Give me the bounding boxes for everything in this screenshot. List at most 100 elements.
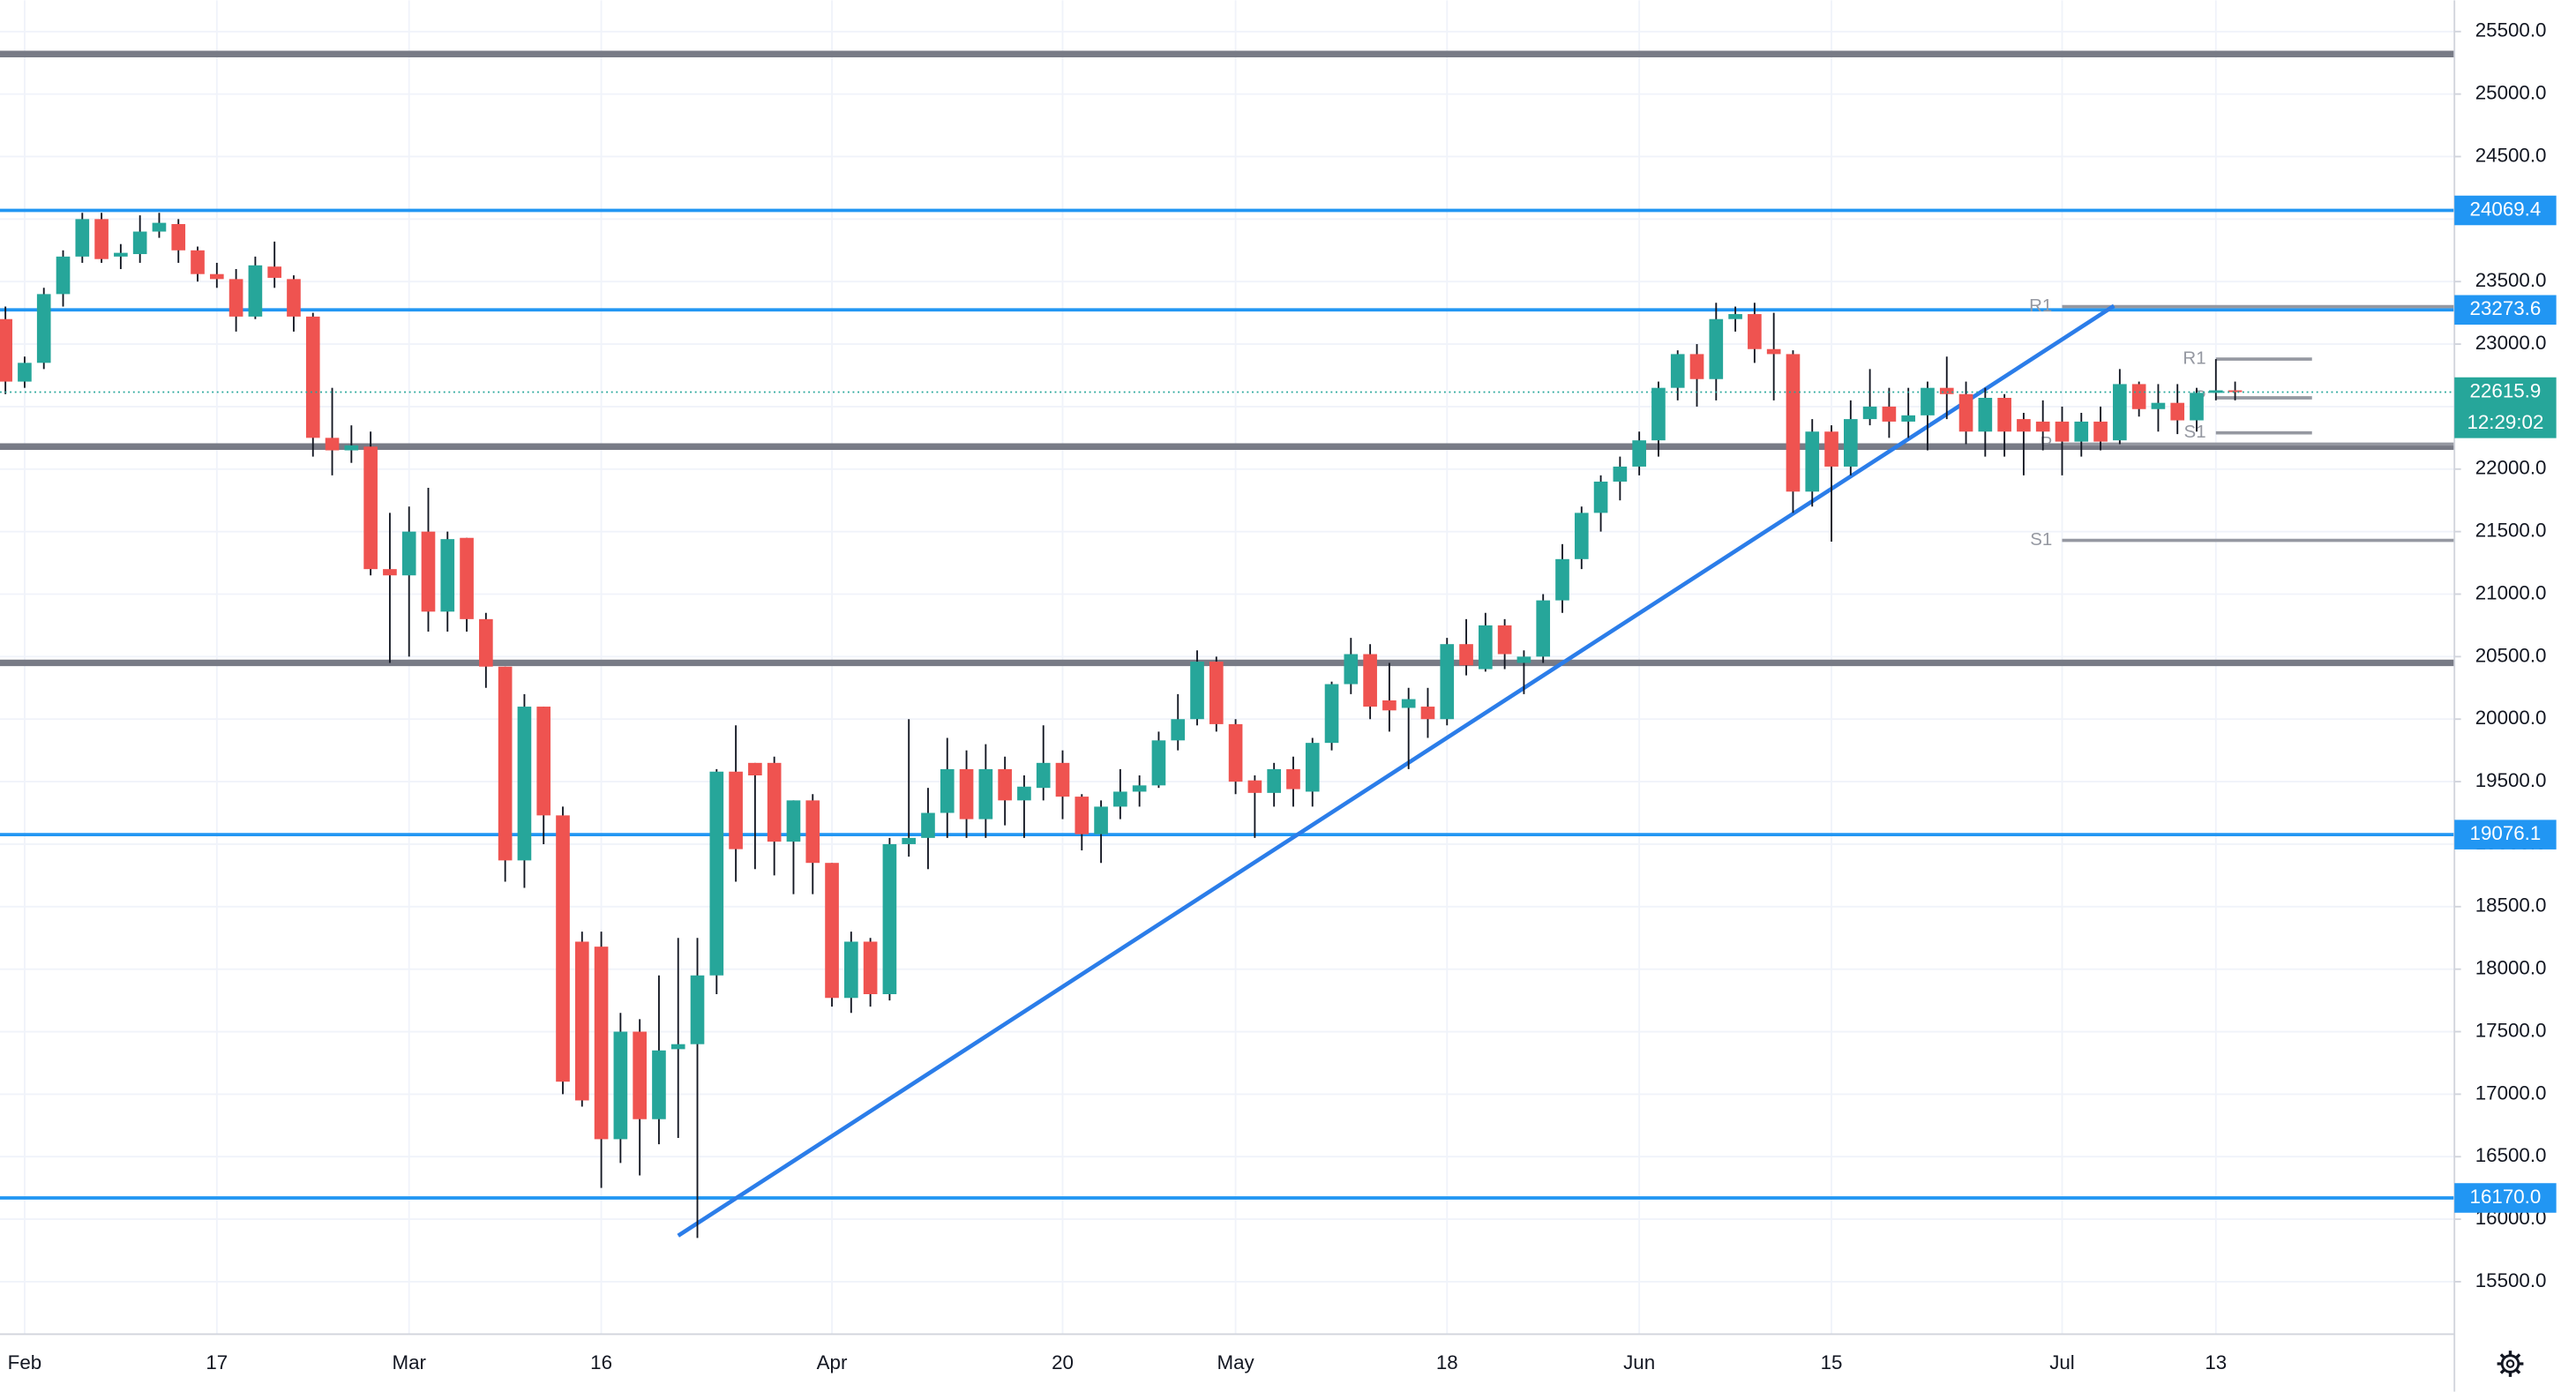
candle-body	[18, 363, 32, 382]
candle-body	[1997, 398, 2011, 432]
pivot-label: R1	[2029, 296, 2052, 316]
candle-body	[421, 531, 436, 612]
y-tick-label: 25500.0	[2475, 19, 2547, 41]
candle-body	[1632, 440, 1646, 467]
candle-body	[75, 219, 90, 257]
level-price-label: 16170.0	[2470, 1186, 2542, 1208]
candle-body	[383, 569, 397, 576]
level-price-box	[2454, 195, 2557, 226]
x-tick-label: 20	[1052, 1351, 1074, 1373]
candle-body	[1613, 466, 1628, 482]
candle-body	[114, 252, 128, 257]
candle-body	[1151, 740, 1166, 786]
candle-body	[594, 947, 609, 1140]
candle-body	[1094, 806, 1108, 834]
candle-body	[1593, 481, 1608, 513]
candle-body	[1555, 558, 1569, 601]
candle-body	[1786, 354, 1801, 492]
candle-body	[460, 537, 474, 619]
candle-body	[1536, 600, 1551, 657]
candle-body	[2074, 421, 2089, 442]
y-tick-label: 17000.0	[2475, 1081, 2547, 1104]
y-tick-label: 21500.0	[2475, 520, 2547, 542]
y-tick-label: 20000.0	[2475, 707, 2547, 729]
x-tick-label: 16	[590, 1351, 612, 1373]
pivot-label: R1	[2183, 348, 2205, 368]
y-tick-label: 20500.0	[2475, 644, 2547, 666]
pivot-label: S1	[2030, 529, 2052, 550]
candle-body	[1286, 768, 1300, 790]
candle-body	[1401, 699, 1416, 708]
candle-body	[401, 531, 416, 576]
candle-body	[709, 771, 724, 976]
candle-body	[1901, 415, 1916, 422]
y-tick-label: 17500.0	[2475, 1019, 2547, 1041]
candle-body	[248, 265, 263, 317]
candle-body	[1228, 723, 1243, 782]
candle-body	[228, 279, 243, 317]
candle-body	[1017, 786, 1031, 801]
candle-body	[325, 438, 340, 451]
candle-body	[825, 863, 839, 999]
last-price-label: 22615.9	[2470, 379, 2542, 401]
candle-body	[652, 1050, 666, 1119]
candle-body	[171, 224, 186, 251]
plot-area: R1PS1R1PS1	[0, 50, 2455, 1239]
candle-body	[1670, 354, 1685, 388]
candle-body	[1574, 513, 1589, 559]
candle-body	[1843, 419, 1858, 467]
candle-body	[94, 219, 109, 259]
candle-body	[978, 768, 993, 819]
y-tick-label: 21000.0	[2475, 581, 2547, 603]
candle-body	[287, 279, 301, 317]
trendline	[677, 303, 2115, 1238]
candle-body	[1689, 354, 1704, 379]
x-tick-label: Jun	[1623, 1351, 1655, 1373]
candle-body	[1132, 785, 1147, 792]
candle-body	[363, 446, 378, 570]
candle-body	[1036, 762, 1051, 789]
candle-body	[633, 1031, 647, 1119]
candle-body	[1479, 625, 1493, 670]
level-price-box	[2454, 1183, 2557, 1213]
candle-body	[191, 250, 205, 274]
candle-body	[2170, 402, 2185, 421]
candle-body	[344, 445, 359, 451]
candle-body	[1113, 791, 1127, 807]
candle-body	[1209, 662, 1224, 724]
candle-body	[1324, 684, 1339, 744]
candle-body	[1171, 719, 1186, 741]
candle-body	[1766, 348, 1781, 355]
candle-body	[574, 941, 589, 1101]
candle-body	[863, 941, 878, 995]
candle-body	[305, 316, 320, 438]
candle-body	[1921, 387, 1935, 415]
candle-body	[56, 256, 71, 295]
candle-body	[1420, 707, 1435, 720]
y-tick-label: 19500.0	[2475, 769, 2547, 791]
candle-body	[267, 266, 282, 278]
candle-body	[729, 771, 743, 849]
x-tick-label: Apr	[817, 1351, 848, 1373]
candle-body	[1516, 656, 1531, 663]
candle-body	[882, 843, 897, 995]
x-tick-label: 15	[1821, 1351, 1843, 1373]
x-tick-label: Feb	[8, 1351, 41, 1373]
x-tick-label: Jul	[2049, 1351, 2075, 1373]
candle-body	[0, 318, 12, 382]
candle-body	[1958, 393, 1973, 432]
candle-body	[1728, 314, 1742, 319]
candle-body	[152, 222, 167, 232]
y-tick-label: 18000.0	[2475, 957, 2547, 979]
settings-gear[interactable]	[2497, 1351, 2524, 1377]
grid	[0, 0, 2455, 1335]
candle-body	[1824, 431, 1838, 467]
candle-body	[36, 294, 51, 363]
y-tick-label: 25000.0	[2475, 82, 2547, 104]
candle-body	[209, 273, 224, 280]
candle-body	[940, 768, 955, 813]
level-price-label: 23273.6	[2470, 297, 2542, 319]
